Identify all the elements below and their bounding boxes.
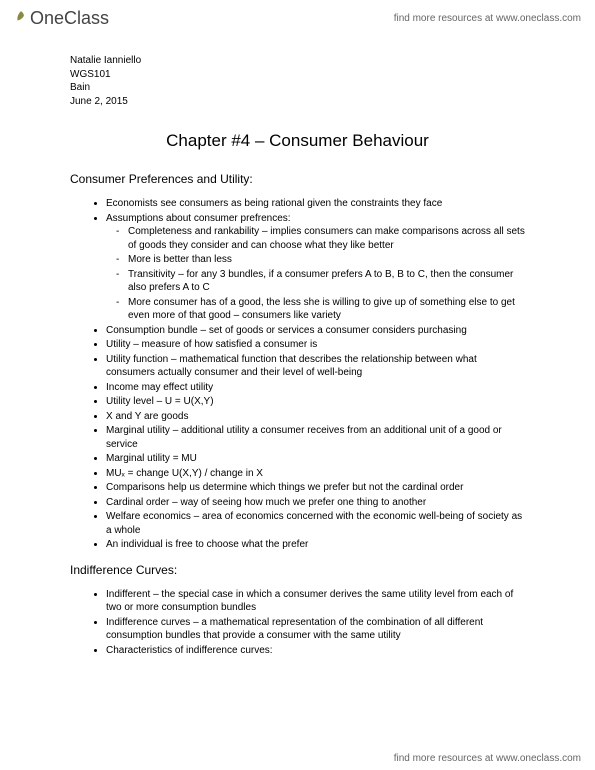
list-item: Transitivity – for any 3 bundles, if a c… [128,268,525,295]
instructor-line: Bain [70,81,525,95]
date-line: June 2, 2015 [70,95,525,109]
list-item: Assumptions about consumer prefrences: C… [106,212,525,323]
top-bar: OneClass find more resources at www.onec… [0,0,595,36]
list-item: Completeness and rankability – implies c… [128,225,525,252]
list-item: Economists see consumers as being ration… [106,197,525,211]
list-item: More consumer has of a good, the less sh… [128,296,525,323]
list-item: Characteristics of indifference curves: [106,644,525,658]
document-page: Natalie Ianniello WGS101 Bain June 2, 20… [0,36,595,657]
leaf-icon [14,8,28,22]
list-item: Indifference curves – a mathematical rep… [106,616,525,643]
section-heading-2: Indifference Curves: [70,562,525,578]
list-item: Cardinal order – way of seeing how much … [106,496,525,510]
section-heading-1: Consumer Preferences and Utility: [70,171,525,187]
brand-logo[interactable]: OneClass [14,8,109,29]
list-item-text: Assumptions about consumer prefrences: [106,213,291,224]
list-item: Marginal utility = MU [106,452,525,466]
document-meta: Natalie Ianniello WGS101 Bain June 2, 20… [70,54,525,108]
list-item: Welfare economics – area of economics co… [106,510,525,537]
list-item: Utility function – mathematical function… [106,353,525,380]
course-line: WGS101 [70,68,525,82]
brand-text-1: One [30,8,64,29]
list-item: More is better than less [128,253,525,267]
list-item: Consumption bundle – set of goods or ser… [106,324,525,338]
list-item: An individual is free to choose what the… [106,538,525,552]
list-item: MUₓ = change U(X,Y) / change in X [106,467,525,481]
list-item: Utility – measure of how satisfied a con… [106,338,525,352]
list-item: X and Y are goods [106,410,525,424]
brand-text-2: Class [64,8,109,29]
bullet-list-2: Indifferent – the special case in which … [70,588,525,658]
resources-link-top[interactable]: find more resources at www.oneclass.com [394,13,581,24]
bullet-list-1: Economists see consumers as being ration… [70,197,525,552]
list-item: Income may effect utility [106,381,525,395]
author-line: Natalie Ianniello [70,54,525,68]
resources-link-bottom[interactable]: find more resources at www.oneclass.com [394,753,581,764]
list-item: Marginal utility – additional utility a … [106,424,525,451]
list-item: Comparisons help us determine which thin… [106,481,525,495]
page-title: Chapter #4 – Consumer Behaviour [70,130,525,153]
list-item: Utility level – U = U(X,Y) [106,395,525,409]
list-item: Indifferent – the special case in which … [106,588,525,615]
sub-bullet-list: Completeness and rankability – implies c… [106,225,525,323]
